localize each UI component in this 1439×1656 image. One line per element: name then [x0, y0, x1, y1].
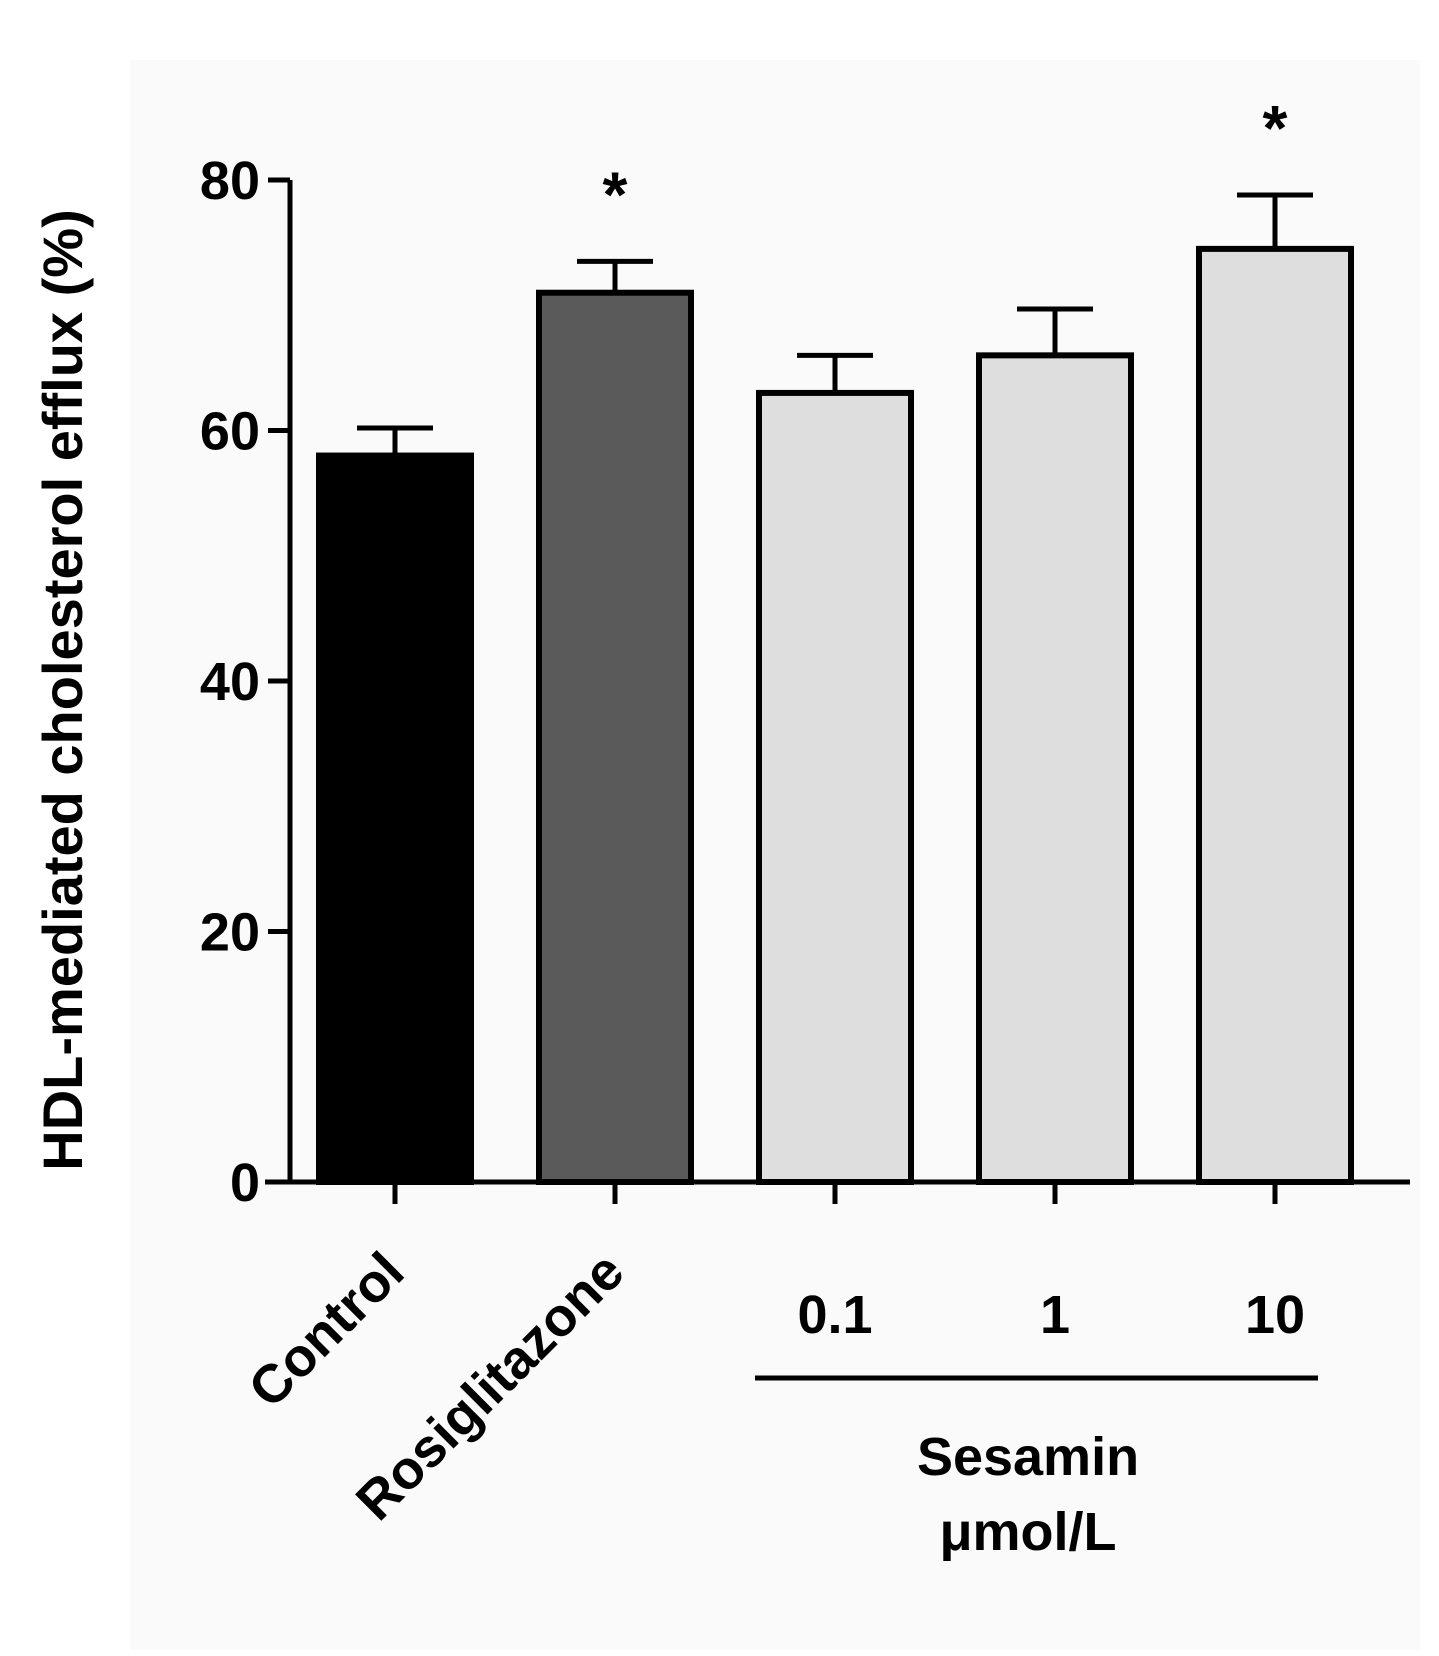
significance-marker: * — [1263, 92, 1288, 164]
bar — [316, 452, 474, 1185]
y-tick-label: 20 — [200, 903, 260, 963]
x-tick-label: 10 — [1245, 1285, 1305, 1345]
y-tick-label: 60 — [200, 402, 260, 462]
x-tick-label: 0.1 — [797, 1285, 872, 1345]
sesamin-group-label: Sesamin — [917, 1427, 1139, 1487]
y-tick-label: 0 — [230, 1153, 260, 1213]
bar — [976, 352, 1134, 1186]
significance-marker: * — [603, 158, 628, 230]
x-axis — [265, 1179, 1410, 1204]
bar — [756, 389, 914, 1185]
sesamin-group-unit: μmol/L — [939, 1502, 1116, 1562]
x-tick-label: 1 — [1040, 1285, 1070, 1345]
y-axis-label: HDL-mediated cholesterol efflux (%) — [31, 209, 94, 1170]
y-tick-label: 80 — [200, 151, 260, 211]
bars: ** — [316, 92, 1354, 1186]
y-tick-label: 40 — [200, 652, 260, 712]
bar — [1196, 245, 1354, 1185]
y-axis: 0 20 40 60 80 — [200, 151, 293, 1213]
bar — [536, 289, 694, 1186]
